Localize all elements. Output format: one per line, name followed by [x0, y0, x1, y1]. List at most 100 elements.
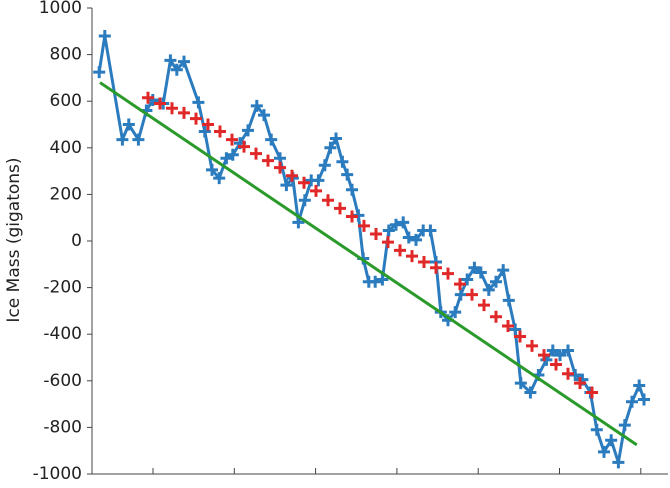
point-marker	[298, 194, 311, 207]
point-marker	[286, 169, 298, 182]
point-marker	[312, 174, 325, 187]
y-tick-label: -1000	[33, 464, 82, 484]
point-marker	[478, 299, 490, 312]
point-marker	[526, 339, 538, 352]
point-marker	[178, 55, 190, 68]
point-marker	[586, 386, 598, 399]
point-marker	[242, 124, 254, 137]
point-marker	[220, 152, 233, 165]
y-tick-label: 200	[50, 184, 82, 204]
point-marker	[468, 261, 481, 274]
point-marker	[509, 323, 522, 336]
point-marker	[618, 419, 631, 432]
point-marker	[346, 210, 358, 223]
point-marker	[178, 106, 190, 119]
point-marker	[206, 163, 218, 176]
point-marker	[334, 202, 346, 215]
point-marker	[376, 273, 389, 286]
point-marker	[192, 96, 205, 109]
point-marker	[382, 236, 394, 249]
point-marker	[562, 344, 574, 357]
y-tick-label: 1000	[39, 0, 82, 18]
point-marker	[554, 349, 566, 362]
point-marker	[406, 250, 418, 263]
point-marker	[258, 109, 270, 122]
point-marker	[574, 377, 586, 390]
point-marker	[402, 231, 415, 244]
point-marker	[213, 172, 226, 185]
y-tick-label: 600	[50, 91, 82, 111]
point-marker	[324, 141, 337, 154]
point-marker	[166, 102, 178, 115]
point-marker	[358, 219, 370, 232]
point-marker	[346, 183, 358, 196]
point-marker	[410, 233, 422, 246]
point-marker	[154, 97, 166, 110]
point-marker	[638, 393, 650, 406]
point-marker	[250, 99, 263, 112]
point-marker	[449, 306, 462, 319]
y-tick-label: -600	[43, 371, 82, 391]
y-tick-label: -200	[43, 278, 82, 298]
point-marker	[142, 91, 154, 104]
point-marker	[298, 176, 310, 189]
point-marker	[454, 288, 467, 301]
point-marker	[262, 154, 274, 167]
point-marker	[336, 155, 349, 168]
point-marker	[598, 445, 610, 458]
point-marker	[605, 434, 618, 447]
point-marker	[442, 267, 454, 280]
point-marker	[390, 218, 402, 231]
point-marker	[397, 216, 410, 229]
point-marker	[612, 456, 625, 469]
y-tick-label: -400	[43, 324, 82, 344]
point-marker	[370, 228, 382, 241]
point-marker	[318, 159, 331, 172]
point-marker	[310, 184, 322, 197]
point-marker	[238, 140, 250, 153]
point-marker	[482, 283, 495, 296]
point-marker	[502, 294, 515, 307]
point-marker	[98, 29, 111, 42]
point-marker	[170, 63, 183, 76]
point-marker	[461, 273, 474, 286]
point-marker	[546, 344, 559, 357]
point-marker	[198, 125, 211, 138]
series-line	[97, 34, 646, 464]
point-marker	[490, 310, 502, 323]
series-line	[99, 81, 638, 447]
point-marker	[562, 367, 574, 380]
point-marker	[226, 133, 238, 146]
point-marker	[626, 395, 638, 408]
point-marker	[590, 423, 603, 436]
point-marker	[93, 66, 106, 79]
point-marker	[524, 386, 537, 399]
point-marker	[502, 320, 514, 333]
point-marker	[497, 264, 510, 277]
y-tick-label: 0	[71, 231, 82, 251]
point-marker	[274, 161, 286, 174]
point-marker	[430, 261, 442, 274]
point-marker	[322, 194, 334, 207]
point-marker	[265, 133, 278, 146]
point-marker	[214, 125, 226, 138]
point-marker	[418, 255, 430, 268]
point-marker	[490, 275, 502, 288]
point-marker	[341, 168, 354, 181]
point-marker	[394, 244, 406, 257]
point-marker	[466, 288, 478, 301]
point-marker	[132, 133, 145, 146]
point-marker	[514, 377, 527, 390]
y-axis-title: Ice Mass (gigatons)	[4, 157, 24, 322]
point-marker	[424, 224, 437, 237]
point-marker	[122, 118, 135, 131]
y-tick-label: 800	[50, 45, 82, 65]
point-marker	[474, 266, 487, 279]
point-marker	[633, 379, 646, 392]
point-marker	[292, 216, 305, 229]
y-tick-label: -800	[43, 417, 82, 437]
point-marker	[250, 147, 262, 160]
point-marker	[369, 275, 382, 288]
point-marker	[164, 54, 177, 67]
